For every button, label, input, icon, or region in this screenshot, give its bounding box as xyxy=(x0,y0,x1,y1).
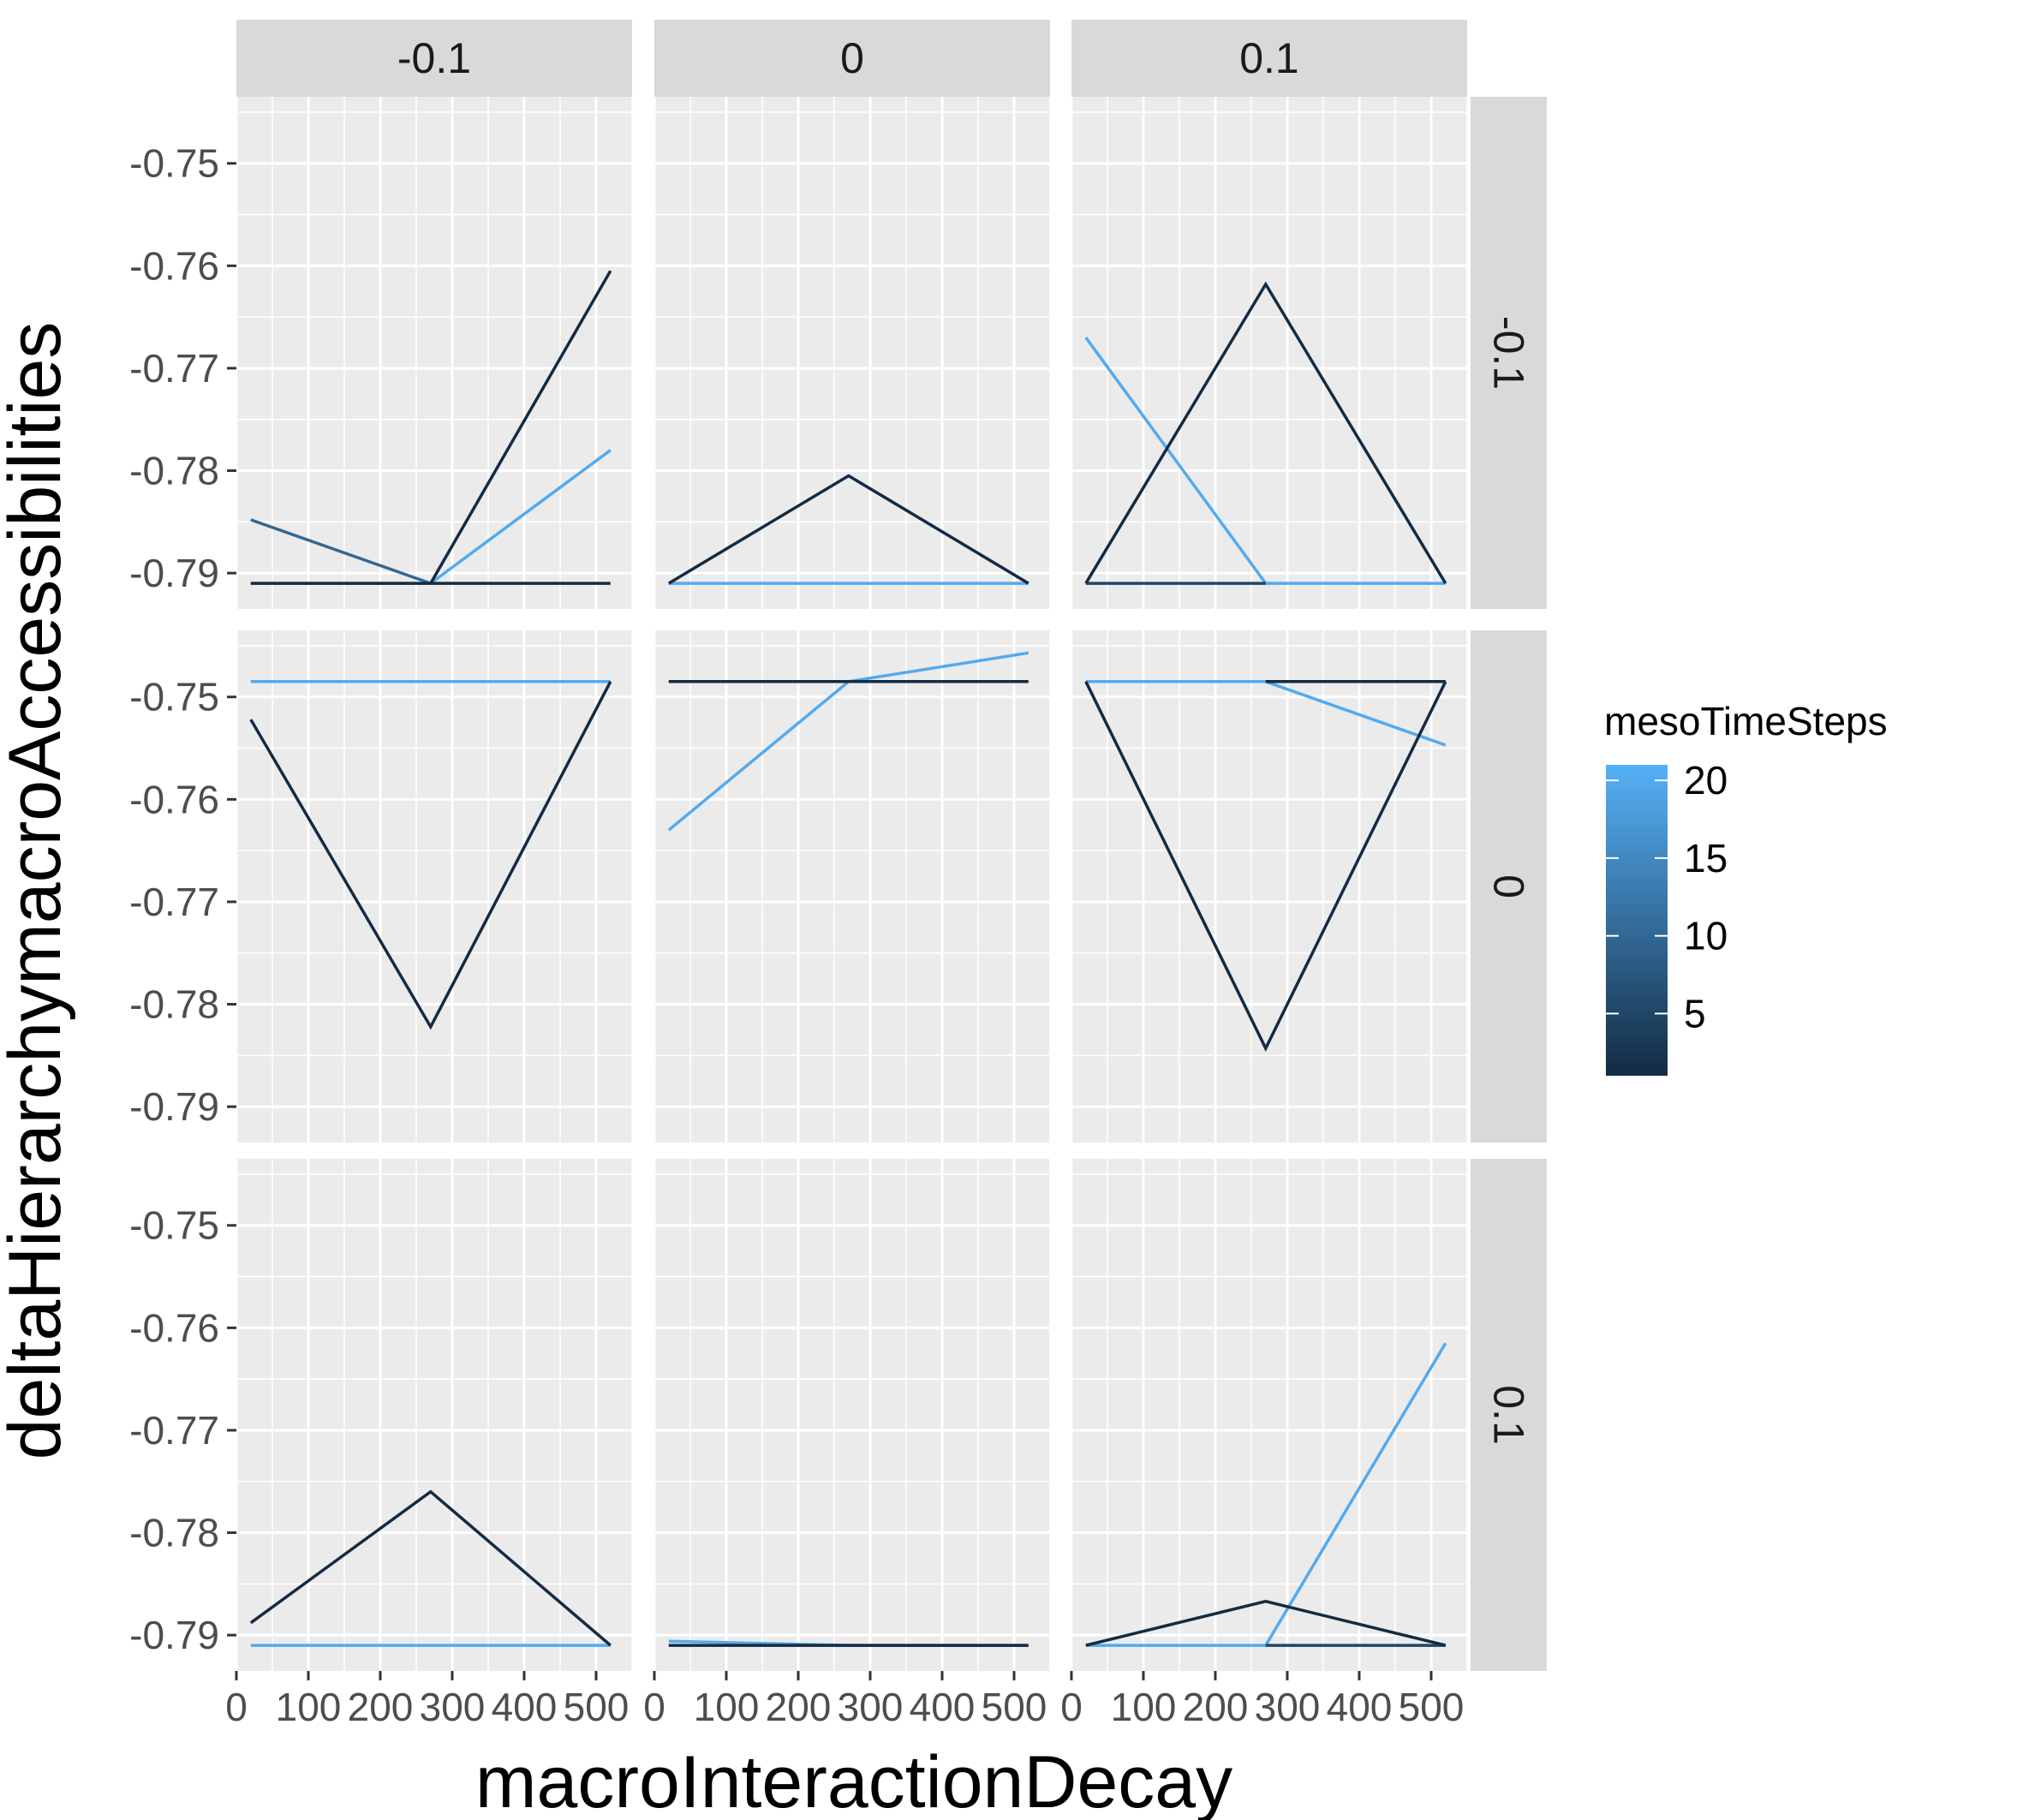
panel-background xyxy=(1071,97,1467,609)
x-tick-label: 500 xyxy=(564,1685,630,1729)
legend-tick-label: 20 xyxy=(1684,758,1728,803)
legend: mesoTimeSteps 5 10 15 20 xyxy=(1604,699,1888,1076)
y-tick-label: -0.77 xyxy=(129,1408,219,1453)
panel--0.1-0 xyxy=(653,97,1051,609)
x-tick-label: 200 xyxy=(348,1685,414,1729)
y-axis-title: deltaHierarchymacroAccessibilities xyxy=(0,322,76,1460)
series-line-meso-1 xyxy=(429,270,612,584)
strip-label: -0.1 xyxy=(1485,316,1533,390)
legend-tick-label: 15 xyxy=(1684,836,1728,880)
y-tick-label: -0.78 xyxy=(129,449,219,493)
strip-label: -0.1 xyxy=(397,34,471,82)
x-tick-label: 400 xyxy=(492,1685,558,1729)
series-line-meso-1 xyxy=(1085,1599,1447,1647)
legend-tick-label: 10 xyxy=(1684,914,1728,958)
strip-background xyxy=(1471,630,1547,1143)
panel-0-0 xyxy=(653,630,1051,1143)
panel-background xyxy=(236,630,632,1143)
panel-0.1-0 xyxy=(653,1159,1051,1671)
strip-col-0.1: 0.1 xyxy=(1071,20,1467,97)
strip-label: 0 xyxy=(840,34,864,82)
y-tick-label: -0.77 xyxy=(129,346,219,391)
x-tick-label: 100 xyxy=(1111,1685,1177,1729)
panel-0-0.1 xyxy=(1070,630,1468,1143)
y-tick-label: -0.76 xyxy=(129,243,219,288)
x-tick-label: 400 xyxy=(1327,1685,1393,1729)
panel--0.1--0.1 xyxy=(235,97,633,609)
axes-layer: -0.75 -0.76 -0.77 -0.78 -0.79 -0.75 -0.76 -0.77… xyxy=(129,141,1464,1729)
panel-0--0.1 xyxy=(235,630,633,1143)
x-tick-label: 500 xyxy=(1399,1685,1465,1729)
x-tick-label: 300 xyxy=(838,1685,904,1729)
panel-background xyxy=(1071,630,1467,1143)
series-line-meso-1 xyxy=(249,680,612,1030)
strip-label: 0.1 xyxy=(1485,1385,1533,1445)
strip-col-0: 0 xyxy=(654,20,1050,97)
series-line-meso-1 xyxy=(1084,281,1447,585)
facet-strips: -0.1 0 0.1 -0.1 0 0.1 xyxy=(236,20,1547,1671)
x-tick-label: 100 xyxy=(276,1685,342,1729)
series-line-meso-1 xyxy=(249,1489,612,1647)
y-tick-label: -0.75 xyxy=(129,141,219,186)
y-tick-label: -0.76 xyxy=(129,777,219,821)
strip-background xyxy=(1471,1159,1547,1671)
y-tick-label: -0.78 xyxy=(129,982,219,1027)
legend-colorbar xyxy=(1606,765,1668,1076)
legend-tick-label: 5 xyxy=(1684,991,1706,1035)
x-tick-label: 300 xyxy=(420,1685,486,1729)
y-tick-label: -0.79 xyxy=(129,1084,219,1129)
y-tick-label: -0.75 xyxy=(129,675,219,719)
x-tick-label: 0 xyxy=(643,1685,665,1729)
y-tick-label: -0.78 xyxy=(129,1511,219,1555)
strip-row--0.1: -0.1 xyxy=(1471,97,1547,609)
series-line-meso-1 xyxy=(667,474,1029,585)
y-tick-label: -0.77 xyxy=(129,880,219,924)
legend-title: mesoTimeSteps xyxy=(1604,699,1888,743)
panel-background xyxy=(236,1159,632,1671)
series-line-meso-10 xyxy=(250,518,432,585)
panel-background xyxy=(236,97,632,609)
x-tick-label: 400 xyxy=(910,1685,976,1729)
strip-background xyxy=(654,20,1050,97)
panel-background xyxy=(654,1159,1050,1671)
y-tick-label: -0.76 xyxy=(129,1305,219,1350)
panel-0.1--0.1 xyxy=(235,1159,633,1671)
x-tick-label: 0 xyxy=(1060,1685,1083,1729)
panel--0.1-0.1 xyxy=(1070,97,1468,609)
legend-ticks: 5 10 15 20 xyxy=(1606,758,1728,1035)
x-axis-title: macroInteractionDecay xyxy=(475,1741,1232,1820)
strip-row-0: 0 xyxy=(1471,630,1547,1143)
series-line-meso-1 xyxy=(1084,681,1447,1052)
strip-background xyxy=(1471,97,1547,609)
y-tick-label: -0.79 xyxy=(129,551,219,595)
strip-background xyxy=(1071,20,1467,97)
strip-col--0.1: -0.1 xyxy=(236,20,632,97)
panel-0.1-0.1 xyxy=(1070,1159,1468,1671)
x-tick-label: 0 xyxy=(225,1685,248,1729)
panel-background xyxy=(654,630,1050,1143)
panel-background xyxy=(1071,1159,1467,1671)
strip-row-0.1: 0.1 xyxy=(1471,1159,1547,1671)
x-tick-label: 300 xyxy=(1255,1685,1321,1729)
strip-background xyxy=(236,20,632,97)
strip-label: 0.1 xyxy=(1239,34,1299,82)
x-tick-label: 500 xyxy=(982,1685,1047,1729)
x-tick-label: 100 xyxy=(694,1685,760,1729)
panel-background xyxy=(654,97,1050,609)
y-tick-label: -0.75 xyxy=(129,1203,219,1248)
strip-label: 0 xyxy=(1485,874,1533,898)
x-tick-label: 200 xyxy=(1183,1685,1249,1729)
panels-layer xyxy=(235,97,1468,1671)
x-tick-label: 200 xyxy=(766,1685,832,1729)
y-tick-label: -0.79 xyxy=(129,1613,219,1657)
